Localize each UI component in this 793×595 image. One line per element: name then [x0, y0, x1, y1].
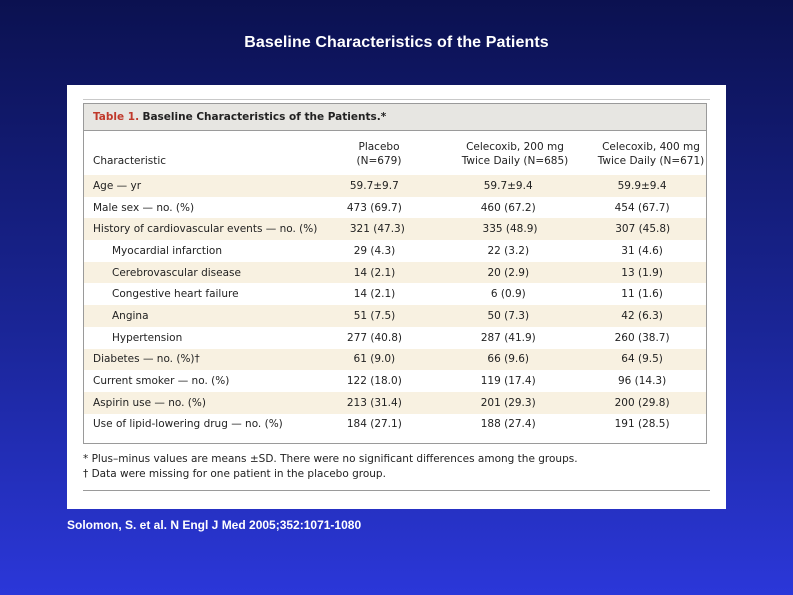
header-placebo-line2: (N=679)	[356, 155, 402, 167]
row-value: 59.7±9.4	[483, 179, 533, 192]
row-value: 277 (40.8)	[347, 331, 402, 344]
table-row: History of cardiovascular events — no. (…	[84, 218, 706, 241]
row-label: Use of lipid-lowering drug — no. (%)	[93, 418, 283, 431]
table-footnotes: * Plus–minus values are means ±SD. There…	[83, 452, 578, 482]
row-value: 14 (2.1)	[353, 288, 396, 301]
table-figure: Table 1. Baseline Characteristics of the…	[67, 85, 726, 509]
row-value: 122 (18.0)	[346, 375, 402, 388]
row-value: 59.7±9.7	[349, 179, 399, 192]
row-value: 119 (17.4)	[480, 375, 536, 388]
row-value: 321 (47.3)	[349, 223, 405, 236]
row-label: Angina	[112, 309, 149, 322]
row-value: 11 (1.6)	[621, 288, 663, 301]
row-value: 13 (1.9)	[621, 266, 663, 279]
slide-title: Baseline Characteristics of the Patients	[244, 34, 549, 51]
row-value: 6 (0.9)	[490, 288, 526, 301]
row-label: History of cardiovascular events — no. (…	[93, 223, 318, 236]
table-row: Hypertension 277 (40.8) 287 (41.9) 260 (38.…	[84, 327, 706, 349]
row-label: Congestive heart failure	[112, 288, 239, 301]
row-value: 59.9±9.4	[617, 179, 667, 192]
row-value: 188 (27.4)	[480, 418, 536, 431]
table-row: Male sex — no. (%) 473 (69.7) 460 (67.2) 45…	[84, 197, 706, 219]
header-placebo-line1: Placebo	[358, 141, 400, 153]
header-placebo: Placebo (N=679)	[314, 140, 444, 168]
row-value: 31 (4.6)	[621, 244, 663, 257]
table-row: Angina 51 (7.5) 50 (7.3) 42 (6.3)	[84, 305, 706, 327]
row-label: Current smoker — no. (%)	[93, 375, 230, 388]
row-label: Hypertension	[112, 331, 183, 344]
table-row: Myocardial infarction 29 (4.3) 22 (3.2) 31 …	[84, 240, 706, 262]
row-value: 335 (48.9)	[482, 223, 538, 236]
row-label: Male sex — no. (%)	[93, 201, 195, 214]
row-value: 42 (6.3)	[621, 309, 663, 322]
row-value: 22 (3.2)	[487, 244, 530, 257]
table-caption: Table 1. Baseline Characteristics of the…	[84, 104, 706, 131]
row-label: Age — yr	[93, 179, 142, 192]
row-value: 454 (67.7)	[614, 201, 670, 214]
row-value: 50 (7.3)	[487, 309, 530, 322]
row-value: 307 (45.8)	[615, 223, 671, 236]
footnote-plus-minus: * Plus–minus values are means ±SD. There…	[83, 453, 578, 465]
header-celecoxib-400-line2: Twice Daily (N=671)	[597, 155, 705, 167]
row-value: 29 (4.3)	[353, 244, 396, 257]
row-value: 200 (29.8)	[614, 396, 670, 409]
row-value: 64 (9.5)	[621, 353, 663, 366]
table-caption-text: Baseline Characteristics of the Patients…	[142, 111, 387, 123]
row-value: 473 (69.7)	[346, 201, 402, 214]
row-label: Diabetes — no. (%)†	[93, 353, 200, 366]
row-value: 51 (7.5)	[353, 309, 396, 322]
row-value: 14 (2.1)	[353, 266, 396, 279]
table-number: Table 1.	[93, 111, 140, 123]
header-celecoxib-200-line1: Celecoxib, 200 mg	[466, 141, 564, 153]
header-characteristic: Characteristic	[93, 155, 167, 167]
row-value: 61 (9.0)	[353, 353, 396, 366]
table-row: Use of lipid-lowering drug — no. (%) 184 …	[84, 414, 706, 436]
row-label: Myocardial infarction	[112, 244, 222, 257]
footnote-missing-data: † Data were missing for one patient in t…	[83, 468, 386, 480]
row-value: 213 (31.4)	[346, 396, 402, 409]
row-value: 260 (38.7)	[614, 331, 670, 344]
row-value: 96 (14.3)	[617, 375, 667, 388]
header-celecoxib-400: Celecoxib, 400 mg Twice Daily (N=671)	[586, 140, 716, 168]
row-value: 460 (67.2)	[480, 201, 536, 214]
table-row: Age — yr 59.7±9.7 59.7±9.4 59.9±9.4	[84, 175, 706, 197]
header-celecoxib-200-line2: Twice Daily (N=685)	[461, 155, 569, 167]
table-row: Diabetes — no. (%)† 61 (9.0) 66 (9.6) 64 (9…	[84, 348, 706, 371]
baseline-table: Table 1. Baseline Characteristics of the…	[83, 103, 707, 444]
top-rule	[83, 99, 710, 100]
header-celecoxib-200: Celecoxib, 200 mg Twice Daily (N=685)	[450, 140, 580, 168]
row-value: 20 (2.9)	[487, 266, 530, 279]
bottom-rule	[83, 490, 710, 491]
table-body: Age — yr 59.7±9.7 59.7±9.4 59.9±9.4 Male sex…	[84, 175, 706, 435]
row-label: Cerebrovascular disease	[112, 266, 241, 279]
citation: Solomon, S. et al. N Engl J Med 2005;352…	[67, 518, 362, 532]
table-row: Congestive heart failure 14 (2.1) 6 (0.9) 1…	[84, 283, 706, 305]
row-value: 184 (27.1)	[346, 418, 402, 431]
row-value: 191 (28.5)	[614, 418, 670, 431]
table-row: Current smoker — no. (%) 122 (18.0) 119 (1…	[84, 370, 706, 392]
row-value: 66 (9.6)	[487, 353, 529, 366]
row-value: 287 (41.9)	[480, 331, 536, 344]
row-value: 201 (29.3)	[480, 396, 536, 409]
header-celecoxib-400-line1: Celecoxib, 400 mg	[602, 141, 700, 153]
table-row: Aspirin use — no. (%) 213 (31.4) 201 (29.3…	[84, 391, 706, 414]
table-row: Cerebrovascular disease 14 (2.1) 20 (2.9) 1…	[84, 261, 706, 284]
row-label: Aspirin use — no. (%)	[93, 396, 206, 409]
